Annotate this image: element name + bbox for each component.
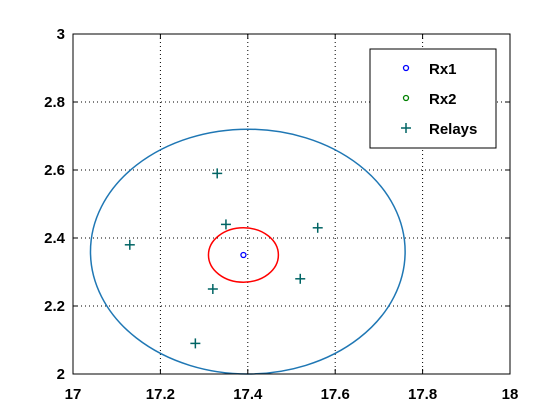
data-points: [124, 168, 323, 349]
legend-box: [369, 48, 497, 149]
y-tick-label: 2: [57, 366, 65, 383]
x-tick-label: 18: [502, 386, 519, 403]
x-tick-label: 17.2: [146, 386, 175, 403]
data-point-relays: [212, 168, 223, 179]
x-tick-label: 17: [65, 386, 82, 403]
data-point-relays: [312, 222, 323, 233]
legend-label-rx1: Rx1: [429, 61, 457, 78]
legend-marker-rx2: [402, 94, 410, 102]
legend-marker-rx1: [402, 64, 410, 72]
legend: Rx1 Rx2 Relays: [369, 48, 497, 149]
data-point-relays: [295, 273, 306, 284]
y-tick-label: 2.8: [44, 94, 65, 111]
data-point-relays: [220, 219, 231, 230]
axis-ticks: 17 17.2 17.4 17.6 17.8 18 2 2.2 2.4 2.6 2.8 3: [44, 26, 518, 403]
x-tick-label: 17.8: [408, 386, 437, 403]
data-point-rx1: [240, 251, 247, 259]
y-tick-label: 2.4: [44, 230, 66, 247]
data-point-relays: [207, 284, 218, 294]
legend-label-relays: Relays: [429, 121, 477, 138]
y-tick-label: 3: [57, 26, 65, 43]
data-point-relays: [190, 338, 201, 349]
x-tick-label: 17.4: [233, 386, 263, 403]
legend-marker-relays: [401, 123, 411, 133]
y-tick-label: 2.2: [44, 298, 65, 315]
x-tick-label: 17.6: [321, 386, 350, 403]
legend-label-rx2: Rx2: [429, 91, 457, 108]
plot-frame: [72, 33, 511, 375]
data-point-relays: [124, 239, 135, 250]
y-tick-label: 2.6: [44, 162, 65, 179]
range-circle: [207, 227, 280, 283]
